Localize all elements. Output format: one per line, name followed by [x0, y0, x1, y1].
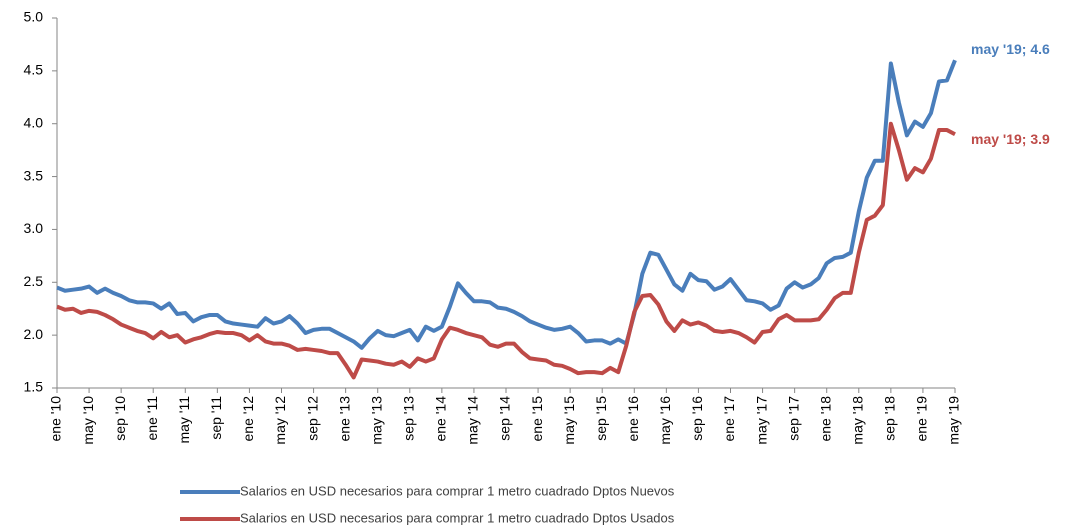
y-tick-label: 2.0: [24, 326, 44, 342]
x-tick-label: may '11: [176, 396, 192, 444]
x-tick-label: sep '12: [304, 396, 320, 441]
x-tick-label: ene '14: [433, 396, 449, 442]
x-tick-label: may '10: [80, 396, 96, 445]
x-tick-label: ene '17: [721, 396, 737, 442]
x-tick-label: sep '13: [400, 396, 416, 441]
x-tick-label: may '16: [657, 396, 673, 445]
x-tick-label: sep '11: [208, 396, 224, 440]
x-tick-label: ene '16: [625, 396, 641, 442]
x-tick-label: ene '19: [914, 396, 930, 442]
x-tick-label: sep '14: [497, 396, 513, 441]
legend-label: Salarios en USD necesarios para comprar …: [240, 510, 675, 525]
x-tick-label: ene '11: [144, 396, 160, 441]
x-tick-label: ene '18: [817, 396, 833, 442]
x-tick-label: may '14: [465, 396, 481, 445]
y-tick-label: 4.0: [24, 114, 44, 130]
x-tick-label: sep '16: [689, 396, 705, 441]
y-tick-label: 2.5: [24, 273, 44, 289]
y-tick-label: 4.5: [24, 62, 44, 78]
series-line: [56, 59, 957, 350]
x-tick-label: may '12: [272, 396, 288, 445]
y-tick-label: 3.5: [24, 167, 44, 183]
x-tick-label: sep '10: [112, 396, 128, 441]
x-tick-label: ene '10: [48, 396, 64, 442]
annotation: may '19; 4.6: [971, 41, 1050, 57]
series-line: [56, 121, 956, 380]
annotation: may '19; 3.9: [971, 131, 1050, 147]
y-tick-label: 5.0: [24, 9, 44, 25]
x-tick-label: ene '15: [529, 396, 545, 442]
x-tick-label: may '19: [946, 396, 962, 445]
y-tick-label: 1.5: [24, 379, 44, 395]
x-tick-label: sep '17: [785, 396, 801, 441]
x-tick-label: may '18: [849, 396, 865, 445]
x-tick-label: may '15: [561, 396, 577, 445]
x-tick-label: ene '13: [336, 396, 352, 442]
legend-label: Salarios en USD necesarios para comprar …: [240, 483, 675, 498]
x-tick-label: ene '12: [240, 396, 256, 442]
x-tick-label: may '13: [368, 396, 384, 445]
y-tick-label: 3.0: [24, 220, 44, 236]
x-tick-label: sep '18: [882, 396, 898, 441]
x-tick-label: may '17: [753, 396, 769, 445]
x-tick-label: sep '15: [593, 396, 609, 441]
